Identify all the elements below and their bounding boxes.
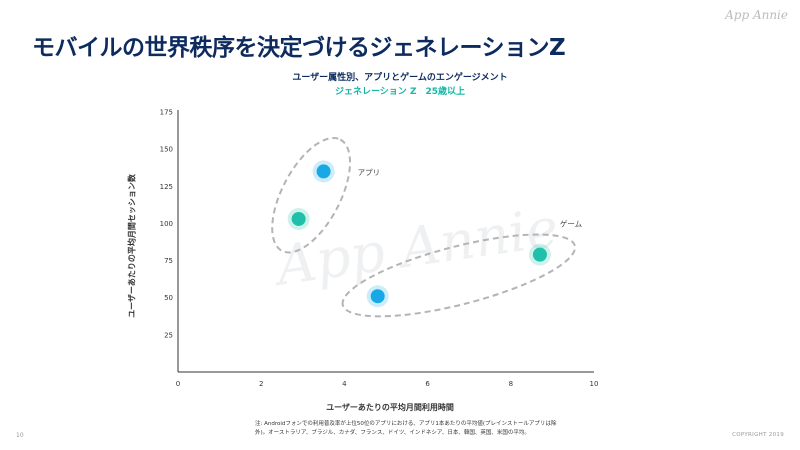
data-point [316,164,331,179]
group-annotation: ゲーム [560,220,582,229]
x-tick-label: 0 [176,380,180,388]
data-point [370,289,385,304]
app-annie-logo: App Annie [725,8,788,22]
y-tick-label: 100 [160,220,173,228]
y-tick-label: 125 [160,183,173,191]
chart-subtitle: ユーザー属性別、アプリとゲームのエンゲージメント [292,73,508,83]
data-point [291,211,306,226]
page-number: 10 [16,432,24,439]
watermark-text: App Annie [268,196,562,298]
x-tick-label: 6 [425,380,430,388]
x-tick-label: 2 [259,380,263,388]
page-title: モバイルの世界秩序を決定づけるジェネレーションZ [32,35,566,61]
y-tick-label: 175 [160,109,173,117]
y-tick-label: 150 [160,146,173,154]
y-tick-label: 25 [164,331,173,339]
x-tick-label: 10 [590,380,599,388]
copyright: COPYRIGHT 2019 [732,432,784,438]
x-tick-label: 4 [342,380,347,388]
y-tick-label: 75 [164,257,173,265]
y-tick-label: 50 [164,294,173,302]
y-axis-label: ユーザーあたりの平均月間セッション数 [127,174,137,318]
x-axis-label: ユーザーあたりの平均月間利用時間 [326,403,454,412]
group-annotation: アプリ [358,168,381,177]
group-ellipse [271,136,352,254]
chart-legend-line: ジェネレーション Z 25歳以上 [334,87,465,97]
footnote: 注: Androidフォンでの利用普及率が上位50位のアプリにおける、アプリ1本… [255,421,557,436]
x-tick-label: 8 [509,380,513,388]
data-point [532,247,547,262]
group-ellipse [341,233,577,318]
